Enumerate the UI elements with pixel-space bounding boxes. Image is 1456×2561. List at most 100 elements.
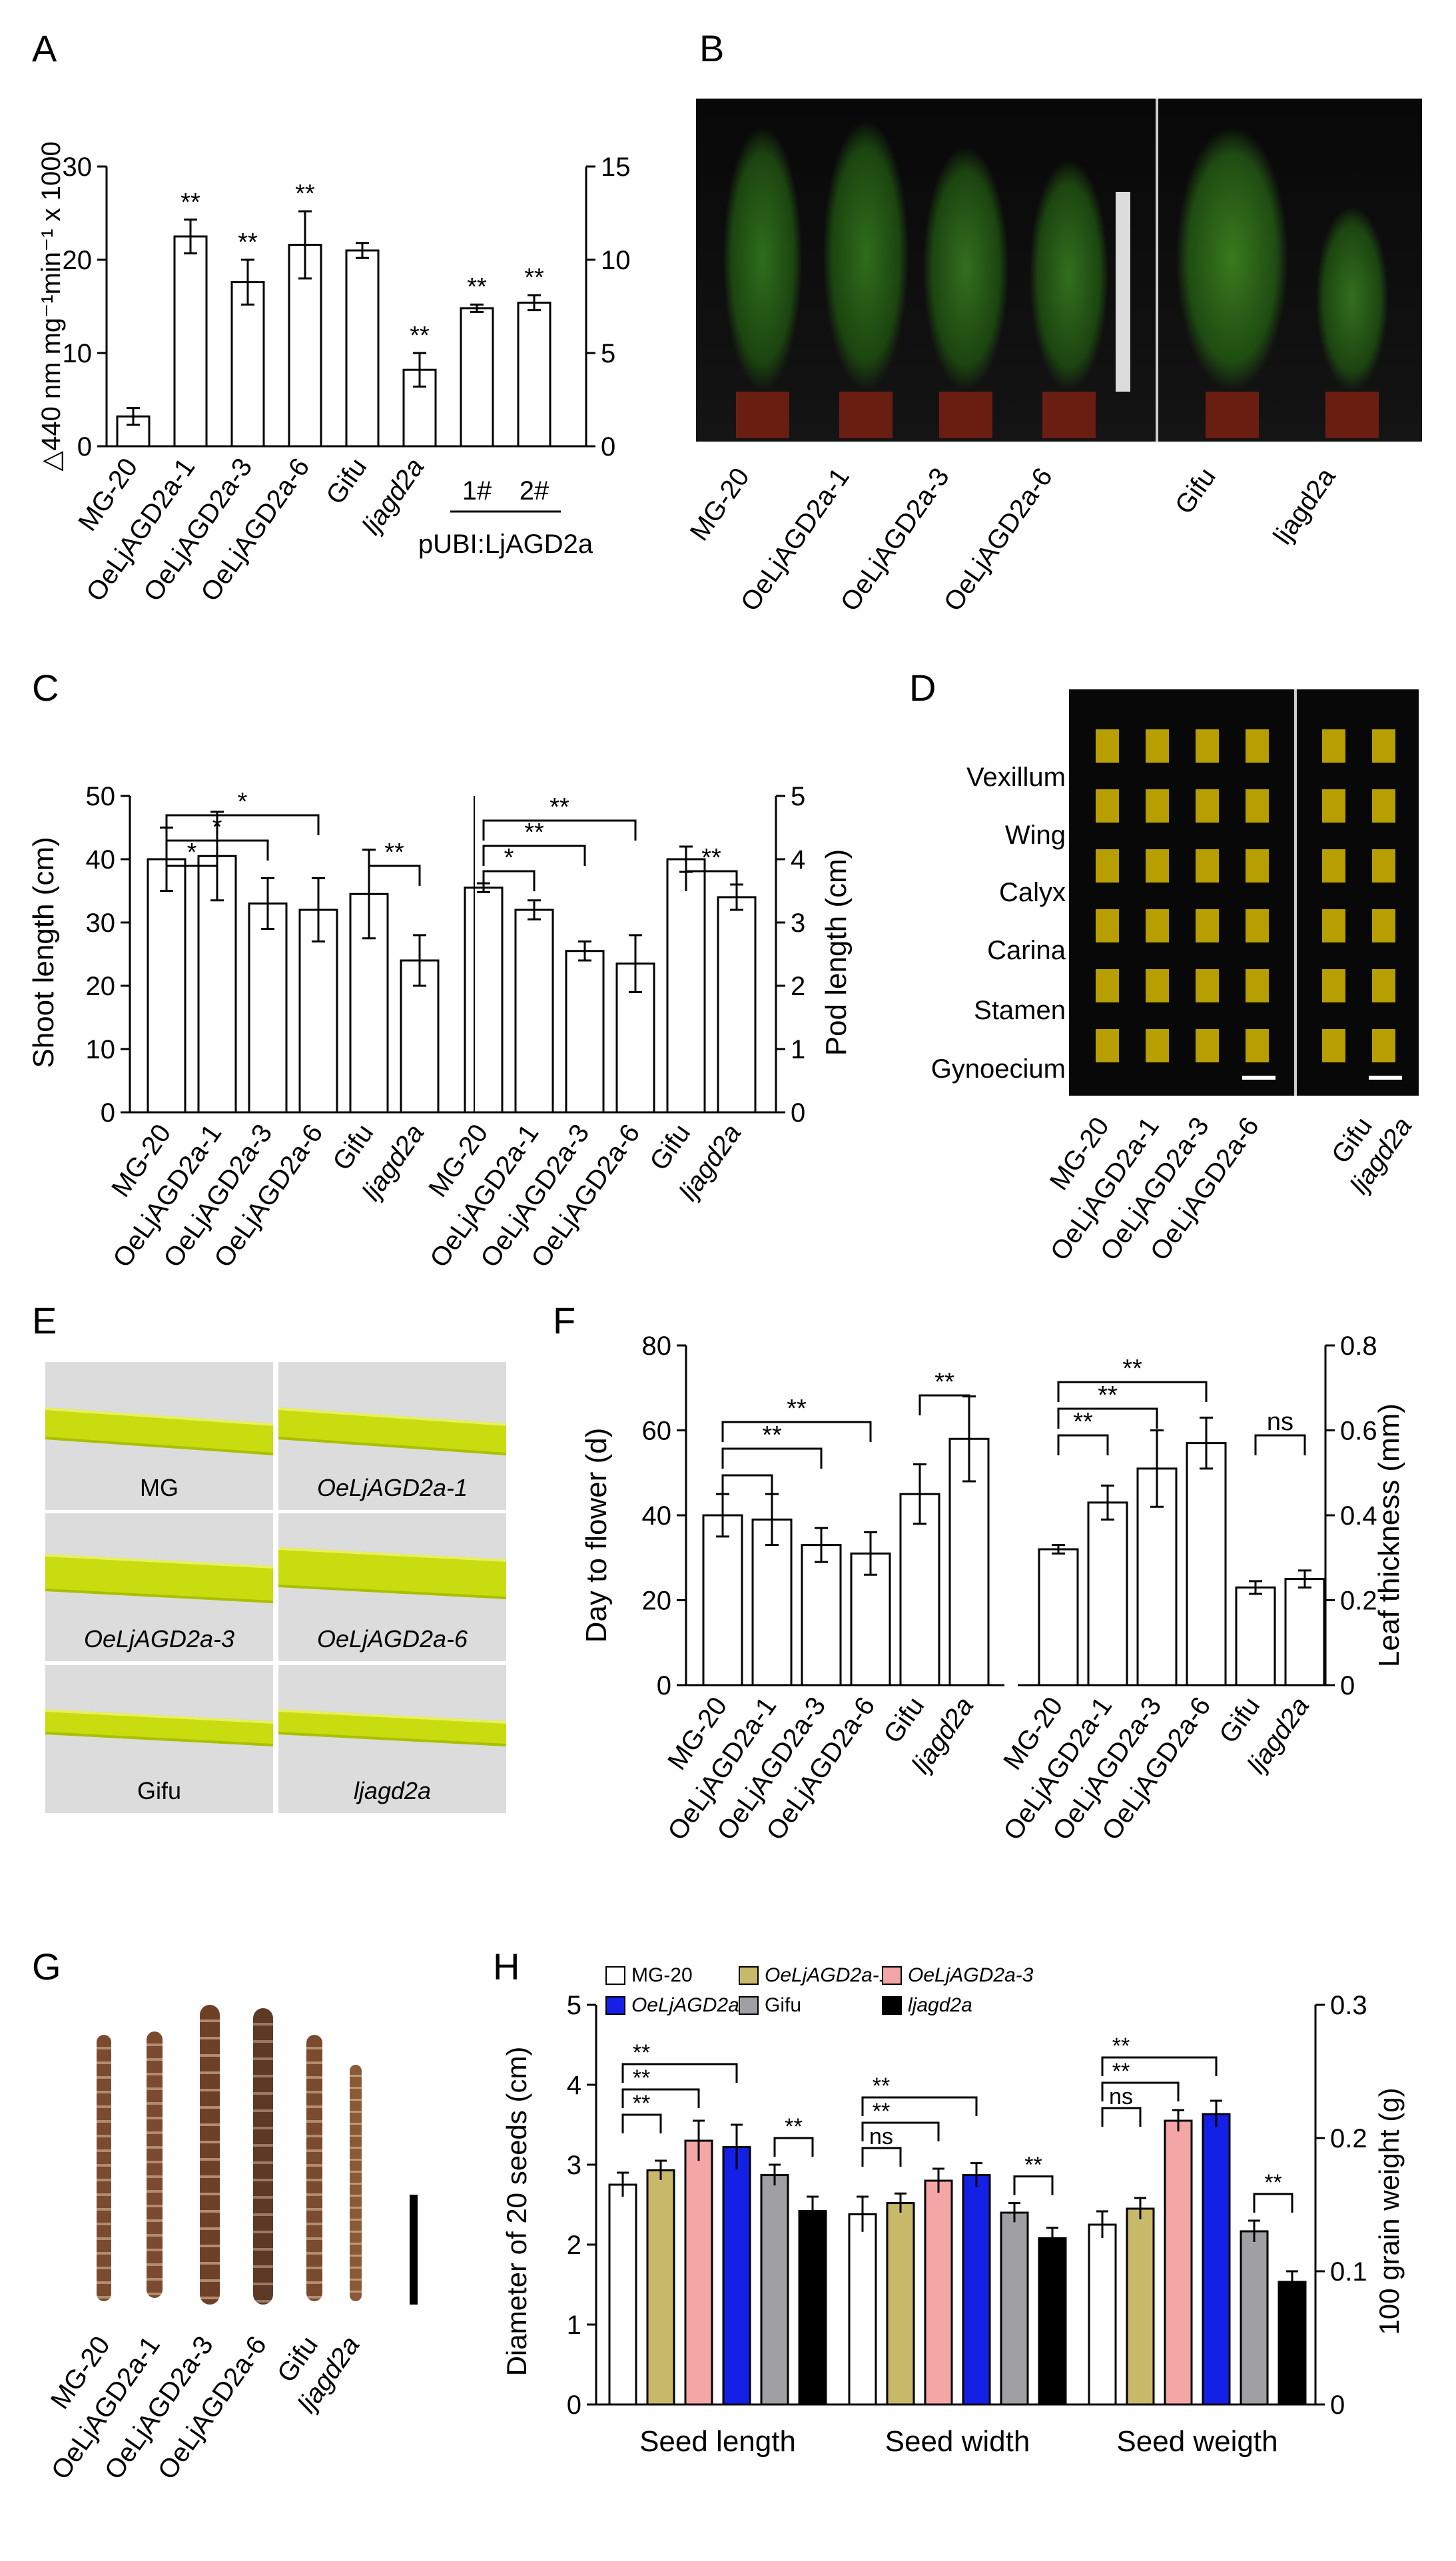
bar [924,2179,953,2406]
bar [608,2183,637,2406]
seed-column-3 [253,2008,273,2305]
bracket-label: ** [873,2073,890,2099]
leaf-band [278,1708,506,1748]
group-label: Seed width [885,2425,1030,2458]
significance-bracket [368,865,421,886]
bracket-label: ** [384,839,404,867]
leaf-tile-1: OeLjAGD2a-1 [278,1362,506,1510]
bracket-label: ** [787,1395,807,1423]
bar [1277,2281,1307,2406]
flower-row-4: Stamen [974,996,1066,1025]
significance-bracket [721,1447,823,1469]
bar [962,2174,991,2406]
significance-bracket [1057,1434,1109,1455]
bracket-label: ** [1024,2153,1042,2178]
seed-column-1 [147,2031,163,2298]
bar [1038,2237,1067,2406]
flower-row-3: Carina [987,936,1066,965]
y-tick-label: 30 [63,153,93,182]
panel-letter-b: B [699,27,725,69]
y-tick-label: 10 [86,1035,116,1064]
bracket-label: ** [633,2040,650,2065]
leaf-label: OeLjAGD2a-6 [316,1625,468,1652]
significance-bracket [773,2137,814,2157]
y2-tick-label: 0.2 [1340,1587,1377,1616]
significance-label: ** [524,264,544,292]
leaf-tile-5: ljagd2a [278,1665,506,1813]
y2-tick-label: 3 [791,909,805,938]
bar [147,858,186,1114]
y-tick-label: 40 [86,845,116,875]
significance-label: ** [410,322,430,350]
pot-5 [1206,392,1259,438]
y2-axis-label: Pod length (cm) [820,849,853,1056]
bar [886,2202,915,2406]
significance-bracket [861,2121,940,2141]
chart-f: 02040608000.20.40.60.8MG-20OeLjAGD2a-1Oe… [580,1331,1405,1846]
y2-tick-label: 4 [791,845,805,875]
bracket-label: ** [1073,1408,1093,1436]
bar [1000,2211,1029,2406]
bar [850,1552,891,1686]
significance-label: ** [467,273,487,301]
y2-axis-label: 100 grain weight (g) [1373,2087,1405,2335]
scale-bar-2 [1369,1076,1402,1080]
b-label-0: MG-20 [684,462,755,546]
bar [801,1544,842,1686]
bracket-label: ** [1264,2170,1281,2195]
y-tick-label: 60 [642,1417,672,1446]
significance-bracket [621,2088,700,2108]
seed-column-0 [97,2035,111,2301]
ruler [1116,192,1130,392]
y2-tick-label: 5 [791,782,805,811]
leaf-label: OeLjAGD2a-1 [316,1474,468,1501]
significance-label: ** [238,228,258,256]
legend-swatch [882,1996,902,2015]
legend-swatch [882,1966,902,1985]
bracket-label: * [238,788,248,816]
bracket-label: ** [1098,1381,1118,1409]
significance-bracket [482,845,586,866]
bracket-label: ns [869,2124,893,2149]
bracket-label: ** [762,1421,782,1449]
significance-bracket [482,819,637,841]
bracket-label: * [504,844,514,872]
b-label-5: ljagd2a [1268,462,1341,550]
legend-label: Gifu [765,1994,801,2016]
significance-label: ** [181,188,200,216]
leaf-label: MG [140,1474,179,1501]
y2-tick-label: 0 [791,1098,805,1128]
significance-bracket [1254,1434,1306,1455]
bracket-label: ** [633,2091,650,2116]
significance-bracket [1101,2081,1180,2101]
plant-ljagd2a [1315,205,1389,392]
legend-label: OeLjAGD2a-1 [765,1964,890,1986]
pot-1 [736,392,789,438]
y2-tick-label: 5 [601,339,615,368]
group-label: Seed length [639,2425,796,2458]
y-tick-label: 0 [101,1098,115,1128]
plant-oe6 [1029,159,1109,392]
panel-letter-f: F [553,1299,576,1341]
bar [230,281,265,448]
y2-tick-label: 0.3 [1330,1991,1367,2020]
bar [1186,1442,1227,1686]
bracket-label: ** [701,844,721,872]
pot-2 [839,392,893,438]
x-tick-label: ljagd2a [356,453,430,540]
group-label: pUBI:LjAGD2a [418,530,593,559]
bar [1038,1548,1079,1686]
y-tick-label: 1 [567,2311,581,2340]
significance-bracket [165,814,320,835]
bar [514,909,554,1114]
significance-bracket [685,870,738,891]
significance-bracket [861,2096,978,2116]
flower-photo-d [1069,689,1419,1096]
bracket-label: ** [524,819,544,847]
bar [751,1518,793,1686]
bar [760,2174,789,2406]
y-axis-label: Day to flower (d) [580,1428,613,1643]
group-label: Seed weigth [1116,2425,1277,2458]
bar [1240,2230,1269,2406]
significance-bracket [1057,1407,1158,1429]
